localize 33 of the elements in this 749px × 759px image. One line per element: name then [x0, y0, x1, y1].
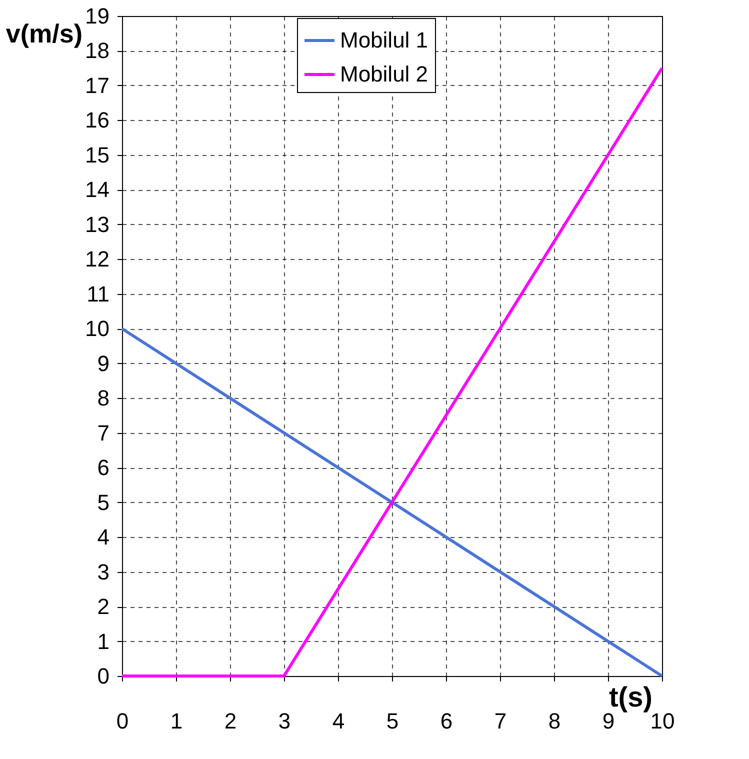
y-tick-label: 6: [97, 455, 110, 480]
y-tick-label: 16: [85, 108, 110, 133]
y-tick-label: 0: [97, 664, 110, 688]
y-tick-label: 4: [97, 524, 110, 550]
x-tick-label: 0: [116, 708, 129, 734]
y-tick-label: 8: [97, 386, 110, 411]
y-tick-label: 9: [97, 350, 110, 376]
y-tick-label: 19: [85, 4, 110, 28]
y-tick-label: 2: [97, 594, 110, 620]
y-tick-label: 10: [85, 316, 110, 342]
x-tick-label: 3: [278, 708, 291, 734]
y-tick-label: 13: [85, 212, 110, 237]
x-tick-label: 10: [650, 708, 675, 734]
y-tick-label: 14: [85, 177, 110, 202]
x-tick-label: 4: [332, 708, 345, 734]
y-tick-label: 1: [97, 628, 110, 654]
y-axis-title: v(m/s): [6, 18, 82, 48]
legend-label: Mobilul 1: [340, 28, 428, 52]
x-tick-label: 8: [548, 708, 561, 734]
y-tick-label: 3: [97, 559, 110, 584]
x-tick-label: 5: [386, 708, 399, 734]
x-tick-label: 2: [224, 708, 237, 734]
y-tick-label: 7: [97, 420, 110, 446]
x-tick-label: 7: [494, 708, 507, 734]
y-tick-label: 15: [85, 142, 110, 168]
x-tick-label: 6: [440, 708, 453, 734]
legend-label: Mobilul 2: [340, 62, 428, 86]
y-tick-label: 11: [86, 281, 110, 306]
y-tick-label: 5: [97, 490, 110, 515]
x-tick-label: 1: [170, 708, 183, 734]
y-tick-label: 18: [85, 38, 110, 64]
y-tick-label: 12: [85, 246, 110, 272]
y-tick-label: 17: [85, 72, 110, 98]
